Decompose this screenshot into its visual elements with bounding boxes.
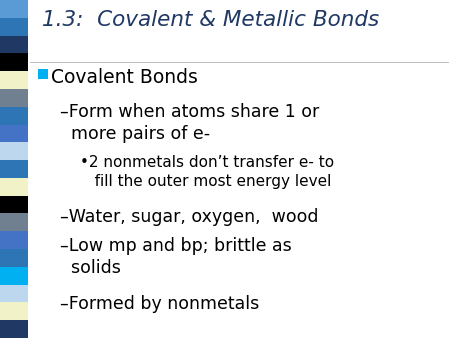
Bar — [0, 107, 28, 124]
Bar — [0, 214, 28, 231]
Bar — [0, 231, 28, 249]
Text: •2 nonmetals don’t transfer e- to
   fill the outer most energy level: •2 nonmetals don’t transfer e- to fill t… — [80, 155, 334, 189]
Bar — [0, 71, 28, 89]
Bar — [0, 303, 28, 320]
Bar — [0, 124, 28, 142]
Bar — [0, 178, 28, 196]
Bar — [38, 69, 48, 79]
Text: 1.3:  Covalent & Metallic Bonds: 1.3: Covalent & Metallic Bonds — [42, 10, 379, 30]
Bar — [0, 249, 28, 267]
Text: Covalent Bonds: Covalent Bonds — [51, 68, 198, 87]
Text: –Low mp and bp; brittle as
  solids: –Low mp and bp; brittle as solids — [60, 237, 292, 277]
Text: –Form when atoms share 1 or
  more pairs of e-: –Form when atoms share 1 or more pairs o… — [60, 103, 319, 143]
Bar — [0, 0, 28, 18]
Bar — [0, 18, 28, 35]
Bar — [0, 267, 28, 285]
Bar — [0, 53, 28, 71]
Text: –Formed by nonmetals: –Formed by nonmetals — [60, 295, 259, 313]
Bar — [0, 320, 28, 338]
Bar — [0, 89, 28, 107]
Bar — [0, 142, 28, 160]
Bar — [0, 35, 28, 53]
Bar — [0, 196, 28, 214]
Bar — [0, 285, 28, 303]
Text: –Water, sugar, oxygen,  wood: –Water, sugar, oxygen, wood — [60, 208, 319, 226]
Bar — [0, 160, 28, 178]
